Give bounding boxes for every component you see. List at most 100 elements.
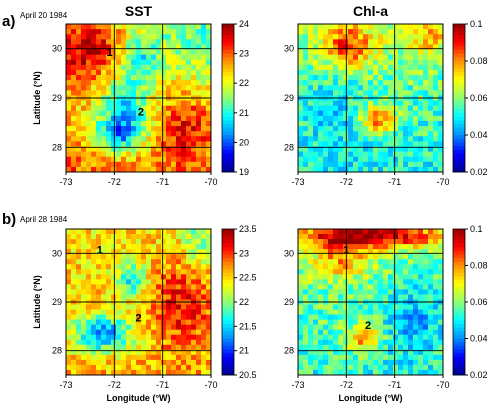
heatmap-cell	[353, 29, 359, 35]
heatmap-cell	[161, 115, 167, 122]
heatmap-cell	[413, 354, 419, 361]
heatmap-cell	[438, 49, 444, 56]
heatmap-cell	[358, 69, 364, 76]
heatmap-cell	[338, 146, 344, 152]
heatmap-cell	[101, 131, 107, 137]
heatmap-cell	[106, 161, 112, 168]
heatmap-cell	[186, 120, 192, 127]
heatmap-cell	[106, 309, 112, 315]
colorbar-segment	[453, 131, 465, 136]
heatmap-cell	[201, 151, 207, 158]
heatmap-cell	[378, 279, 384, 285]
colorbar-segment	[453, 157, 465, 162]
heatmap-cell	[101, 349, 107, 356]
heatmap-cell	[206, 264, 212, 270]
colorbar-segment	[453, 31, 465, 36]
heatmap-cell	[328, 166, 334, 173]
heatmap-cell	[171, 29, 177, 35]
heatmap-cell	[206, 269, 212, 275]
heatmap-cell	[191, 329, 197, 336]
heatmap-cell	[298, 100, 304, 107]
heatmap-cell	[136, 131, 142, 137]
heatmap-cell	[201, 354, 207, 361]
heatmap-cell	[146, 161, 152, 168]
heatmap-cell	[76, 334, 82, 341]
heatmap-cell	[313, 110, 319, 117]
heatmap-cell	[393, 319, 399, 326]
heatmap-cell	[91, 156, 97, 163]
heatmap-cell	[146, 244, 152, 250]
heatmap-cell	[116, 80, 122, 86]
heatmap-cell	[66, 69, 72, 76]
heatmap-cell	[71, 29, 77, 35]
heatmap-cell	[358, 29, 364, 35]
heatmap-cell	[121, 141, 127, 147]
heatmap-cell	[333, 339, 339, 346]
heatmap-cell	[126, 314, 132, 321]
heatmap-cell	[86, 64, 92, 71]
heatmap-cell	[161, 24, 167, 30]
heatmap-cell	[413, 120, 419, 127]
heatmap-cell	[106, 44, 112, 50]
heatmap-cell	[348, 100, 354, 107]
heatmap-cell	[111, 64, 117, 71]
heatmap-cell	[393, 110, 399, 117]
heatmap-cell	[403, 120, 409, 127]
heatmap-cell	[146, 156, 152, 163]
colorbar-segment	[222, 236, 234, 241]
heatmap-cell	[438, 359, 444, 366]
heatmap-cell	[91, 100, 97, 107]
heatmap-cell	[438, 229, 444, 235]
heatmap-cell	[338, 85, 344, 91]
panel-title: Chl-a	[353, 3, 388, 19]
heatmap-cell	[206, 339, 212, 346]
heatmap-cell	[91, 269, 97, 275]
heatmap-cell	[303, 166, 309, 173]
heatmap-cell	[106, 85, 112, 91]
heatmap-cell	[166, 254, 172, 260]
heatmap-cell	[343, 339, 349, 346]
heatmap-cell	[313, 284, 319, 290]
heatmap-cell	[121, 29, 127, 35]
heatmap-cell	[96, 126, 102, 132]
heatmap-cell	[368, 166, 374, 173]
heatmap-cell	[298, 304, 304, 310]
y-tick-label: 29	[52, 297, 62, 307]
heatmap-cell	[136, 110, 142, 117]
heatmap-cell	[96, 166, 102, 173]
colorbar-segment	[222, 367, 234, 372]
heatmap-cell	[303, 80, 309, 86]
heatmap-cell	[303, 314, 309, 321]
row-b-date: April 28 1984	[20, 215, 68, 224]
heatmap-cell	[151, 324, 157, 331]
heatmap-cell	[66, 75, 72, 81]
colorbar-segment	[222, 24, 234, 29]
heatmap-cell	[408, 364, 414, 371]
heatmap-cell	[408, 264, 414, 270]
heatmap-cell	[433, 126, 439, 132]
heatmap-cell	[121, 69, 127, 76]
heatmap-cell	[156, 369, 162, 376]
heatmap-cell	[96, 39, 102, 45]
heatmap-cell	[186, 59, 192, 66]
heatmap-cell	[181, 354, 187, 361]
heatmap-cell	[156, 334, 162, 341]
heatmap-cell	[196, 369, 202, 376]
heatmap-cell	[393, 244, 399, 250]
heatmap-cell	[378, 156, 384, 163]
colorbar-segment	[453, 364, 465, 369]
heatmap-cell	[111, 234, 117, 240]
heatmap-cell	[181, 59, 187, 66]
heatmap-cell	[368, 126, 374, 132]
heatmap-cell	[181, 54, 187, 61]
heatmap-cell	[313, 59, 319, 66]
heatmap-cell	[308, 279, 314, 285]
heatmap-cell	[171, 349, 177, 356]
heatmap-cell	[393, 80, 399, 86]
heatmap-cell	[81, 64, 87, 71]
heatmap-cell	[313, 34, 319, 40]
heatmap-cell	[433, 274, 439, 280]
heatmap-cell	[116, 161, 122, 168]
colorbar-segment	[453, 236, 465, 241]
